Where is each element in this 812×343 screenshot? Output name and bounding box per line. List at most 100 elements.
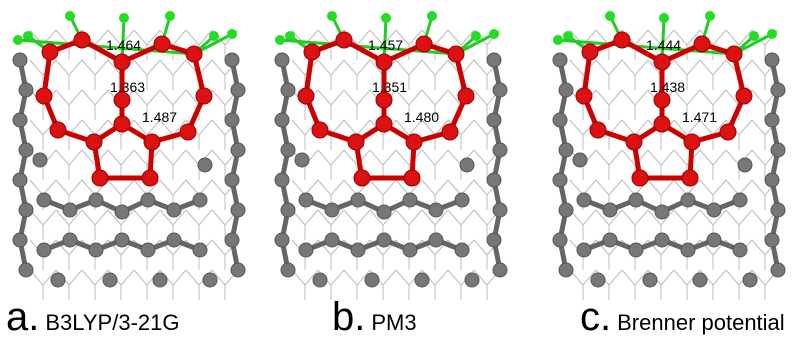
carbon-atom bbox=[493, 203, 507, 217]
lattice-line bbox=[82, 90, 108, 120]
carbon-atom bbox=[487, 113, 501, 127]
carbon-atom bbox=[281, 263, 295, 277]
carbon-atom bbox=[225, 233, 239, 247]
carbon-atom bbox=[733, 243, 747, 257]
carbon-atom bbox=[415, 273, 429, 287]
defect-atom bbox=[442, 124, 458, 140]
carbon-atom bbox=[771, 143, 785, 157]
defect-atom bbox=[180, 124, 196, 140]
carbon-atom bbox=[281, 143, 295, 157]
carbon-atom bbox=[115, 233, 129, 247]
molecule-panel: 1.4641.3631.487a.B3LYP/3-21G bbox=[6, 11, 245, 339]
lattice-line bbox=[318, 90, 344, 120]
defect-atom bbox=[720, 124, 736, 140]
hydrogen-atom bbox=[749, 31, 759, 41]
carbon-atom bbox=[141, 193, 155, 207]
panel-method: PM3 bbox=[371, 310, 416, 335]
defect-atom bbox=[354, 170, 370, 186]
carbon-atom bbox=[141, 243, 155, 257]
carbon-atom bbox=[771, 263, 785, 277]
lattice-line bbox=[674, 210, 700, 240]
defect-atom bbox=[582, 44, 598, 60]
lattice-line bbox=[700, 60, 726, 90]
defect-atom bbox=[42, 44, 58, 60]
carbon-atom bbox=[553, 233, 567, 247]
carbon-atom bbox=[19, 203, 33, 217]
carbon-atom bbox=[325, 203, 339, 217]
hydrogen-atom bbox=[705, 11, 715, 21]
carbon-atom bbox=[493, 83, 507, 97]
lattice-line bbox=[422, 60, 448, 90]
carbon-atom bbox=[743, 273, 757, 287]
lattice-line bbox=[622, 210, 648, 240]
hydrogen-atom bbox=[13, 35, 23, 45]
carbon-atom bbox=[655, 205, 669, 219]
carbon-atom bbox=[275, 233, 289, 247]
defect-atom bbox=[654, 116, 670, 132]
defect-atom bbox=[458, 88, 474, 104]
hydrogen-atom bbox=[605, 11, 615, 21]
defect-atom bbox=[114, 116, 130, 132]
defect-atom bbox=[142, 170, 158, 186]
lattice-line bbox=[700, 150, 726, 180]
carbon-atom bbox=[429, 233, 443, 247]
carbon-atom bbox=[765, 53, 779, 67]
carbon-atom bbox=[765, 233, 779, 247]
figure: 1.4641.3631.487a.B3LYP/3-21G1.4571.3511.… bbox=[0, 0, 812, 343]
defect-atom bbox=[312, 122, 328, 138]
defect-atom bbox=[406, 134, 422, 150]
carbon-atom bbox=[643, 273, 657, 287]
bond-length: 1.471 bbox=[682, 109, 717, 125]
lattice-line bbox=[186, 210, 212, 240]
hydrogen-atom bbox=[119, 13, 129, 23]
defect-atom bbox=[36, 88, 52, 104]
carbon-atom bbox=[603, 233, 617, 247]
carbon-atom bbox=[765, 113, 779, 127]
lattice-line bbox=[344, 210, 370, 240]
carbon-atom bbox=[33, 153, 47, 167]
carbon-atom bbox=[313, 273, 327, 287]
carbon-atom bbox=[487, 53, 501, 67]
lattice-line bbox=[160, 150, 186, 180]
lattice-line bbox=[30, 210, 56, 240]
bond-length: 1.363 bbox=[110, 79, 145, 95]
carbon-atom bbox=[365, 273, 379, 287]
carbon-atom bbox=[19, 143, 33, 157]
lattice-line bbox=[82, 210, 108, 240]
lattice-line bbox=[292, 270, 318, 300]
carbon-atom bbox=[465, 273, 479, 287]
hydrogen-atom bbox=[659, 13, 669, 23]
carbon-atom bbox=[231, 203, 245, 217]
defect-atom bbox=[726, 46, 742, 62]
carbon-atom bbox=[629, 243, 643, 257]
carbon-atom bbox=[115, 205, 129, 219]
carbon-atom bbox=[707, 203, 721, 217]
defect-atom bbox=[144, 134, 160, 150]
hydrogen-atom bbox=[65, 11, 75, 21]
defect-atom bbox=[614, 32, 630, 48]
carbon-atom bbox=[89, 243, 103, 257]
carbon-atom bbox=[51, 273, 65, 287]
carbon-atom bbox=[403, 193, 417, 207]
carbon-atom bbox=[13, 113, 27, 127]
bond-length: 1.464 bbox=[106, 37, 141, 53]
defect-atom bbox=[86, 134, 102, 150]
panel-method: B3LYP/3-21G bbox=[45, 310, 179, 335]
carbon-atom bbox=[231, 143, 245, 157]
hydrogen-atom bbox=[327, 11, 337, 21]
carbon-atom bbox=[559, 143, 573, 157]
carbon-atom bbox=[63, 233, 77, 247]
defect-atom bbox=[114, 54, 130, 70]
carbon-atom bbox=[167, 233, 181, 247]
lattice-line bbox=[422, 150, 448, 180]
carbon-atom bbox=[559, 203, 573, 217]
hydrogen-atom bbox=[227, 29, 237, 39]
carbon-atom bbox=[13, 173, 27, 187]
carbon-atom bbox=[573, 153, 587, 167]
defect-atom bbox=[304, 44, 320, 60]
carbon-atom bbox=[733, 193, 747, 207]
lattice-line bbox=[596, 90, 622, 120]
carbon-atom bbox=[487, 233, 501, 247]
lattice-line bbox=[344, 90, 370, 120]
